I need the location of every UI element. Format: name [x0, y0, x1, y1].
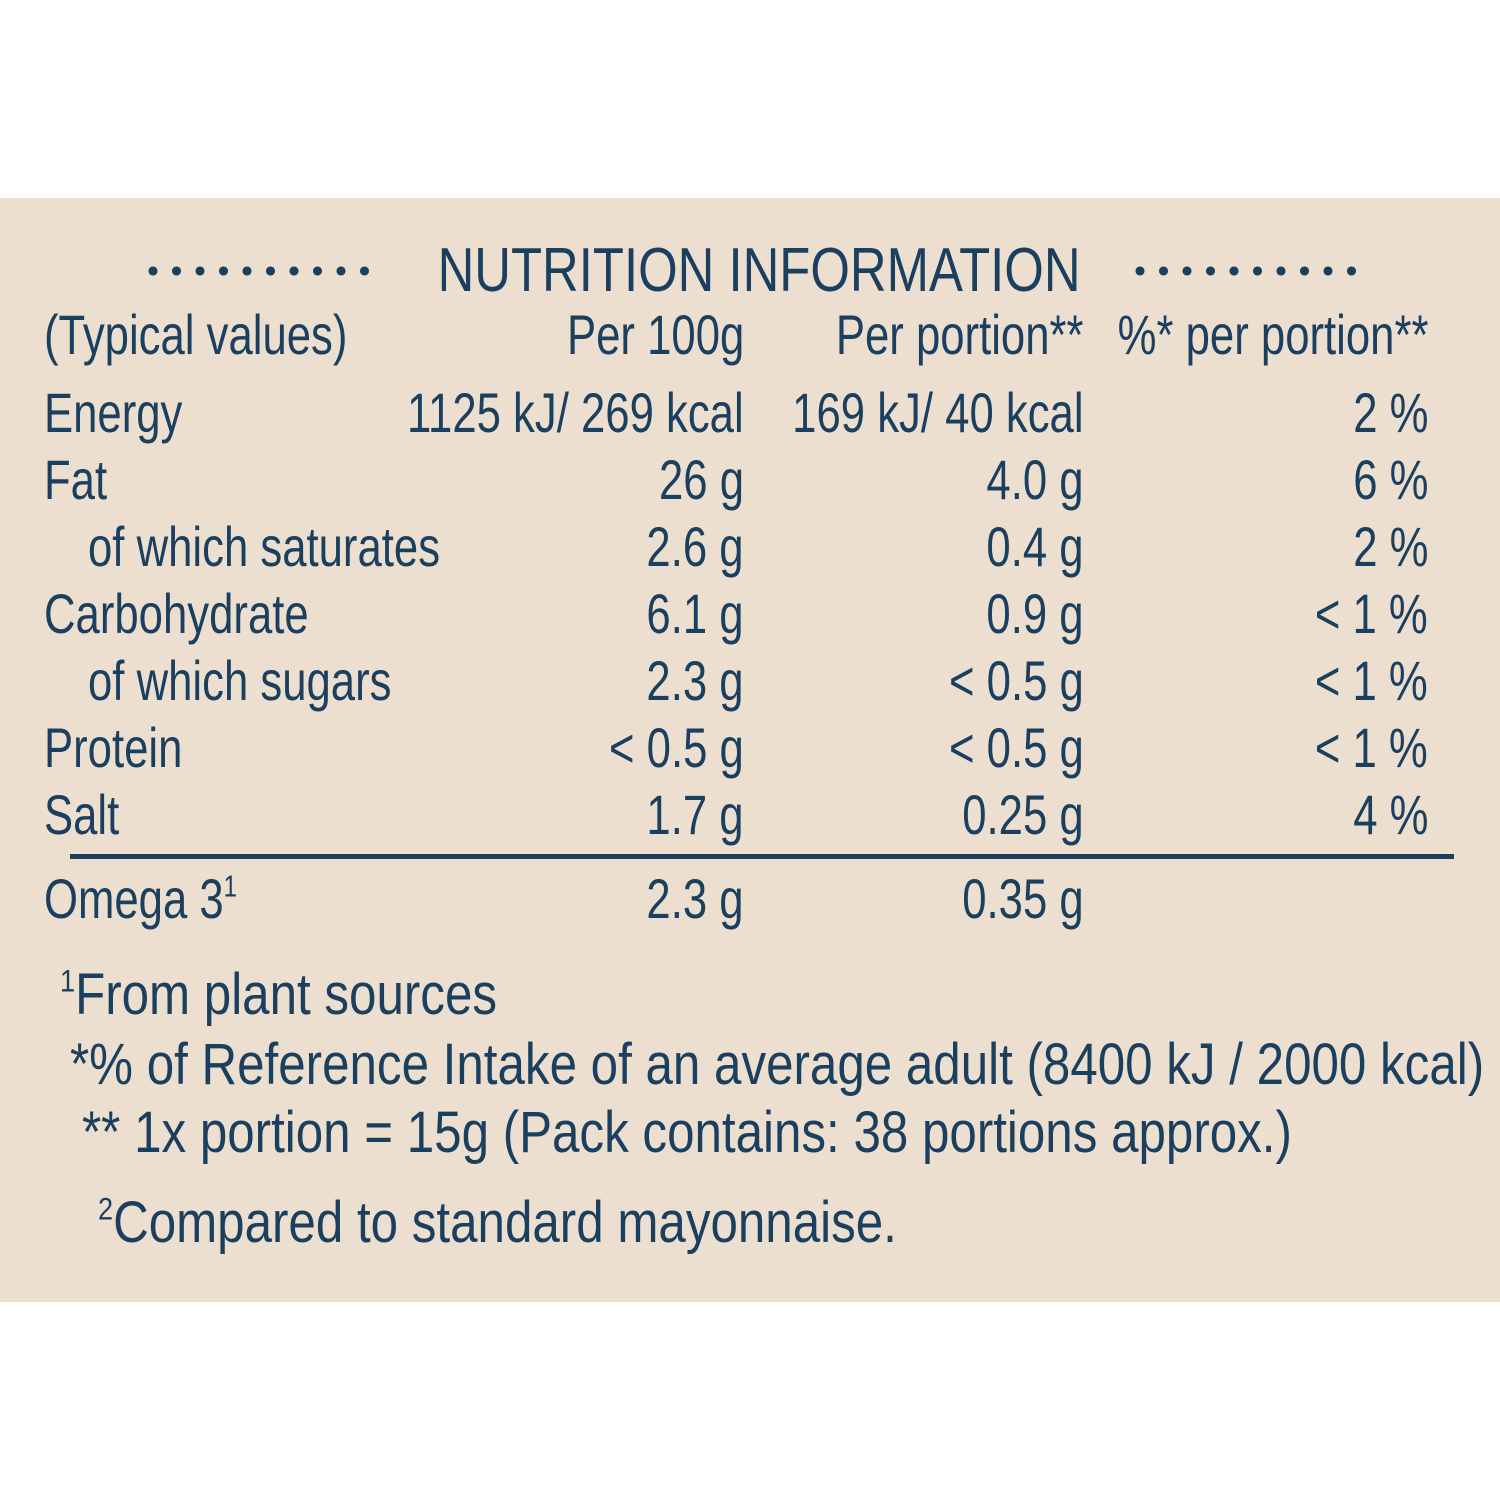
ri-percent-value: 2 % — [1352, 381, 1428, 444]
table-divider — [70, 854, 1454, 859]
header-per-portion: Per portion** — [836, 303, 1084, 366]
header-ri-per-portion: %* per portion** — [1117, 303, 1428, 366]
nutrient-name: Omega 31 — [44, 866, 237, 932]
per-100g-value: < 0.5 g — [609, 716, 744, 779]
nutrient-name: Protein — [44, 716, 183, 779]
omega-label: Omega 3 — [44, 867, 224, 930]
per-portion-value: < 0.5 g — [949, 649, 1084, 712]
header-per-100g: Per 100g — [566, 303, 744, 366]
ri-percent-value: 4 % — [1352, 783, 1428, 846]
per-portion-value: < 0.5 g — [949, 716, 1084, 779]
nutrition-panel — [0, 198, 1500, 1302]
nutrient-name: Energy — [44, 381, 183, 444]
ri-percent-value: < 1 % — [1315, 649, 1428, 712]
per-portion-value: 4.0 g — [986, 448, 1084, 511]
footnote-marker: 1 — [60, 962, 76, 999]
left-dotted-rule — [148, 266, 383, 276]
table-row: Energy 1125 kJ/ 269 kcal 169 kJ/ 40 kcal… — [0, 380, 1500, 446]
page-title: NUTRITION INFORMATION — [437, 236, 1081, 305]
table-row: Fat 26 g 4.0 g 6 % — [0, 447, 1500, 513]
nutrient-name: of which sugars — [88, 649, 392, 712]
table-row: of which saturates 2.6 g 0.4 g 2 % — [0, 514, 1500, 580]
nutrient-name: Carbohydrate — [44, 582, 309, 645]
ri-percent-value: 2 % — [1352, 515, 1428, 578]
omega-row: Omega 31 2.3 g 0.35 g — [0, 866, 1500, 932]
per-100g-value: 2.6 g — [646, 515, 744, 578]
table-row: Carbohydrate 6.1 g 0.9 g < 1 % — [0, 581, 1500, 647]
nutrient-name: Salt — [44, 783, 120, 846]
footnote-text: From plant sources — [75, 962, 498, 1027]
right-dotted-rule — [1135, 266, 1370, 276]
footnote-portion-size: ** 1x portion = 15g (Pack contains: 38 p… — [82, 1100, 1292, 1165]
header-typical-values: (Typical values) — [44, 303, 348, 366]
per-portion-value: 0.35 g — [962, 867, 1084, 930]
footnote-comparison: 2Compared to standard mayonnaise. — [98, 1190, 897, 1256]
per-100g-value: 2.3 g — [646, 649, 744, 712]
ri-percent-value: < 1 % — [1315, 582, 1428, 645]
per-portion-value: 0.4 g — [986, 515, 1084, 578]
ri-percent-value: < 1 % — [1315, 716, 1428, 779]
per-100g-value: 26 g — [658, 448, 744, 511]
footnote-reference-intake: *% of Reference Intake of an average adu… — [70, 1032, 1485, 1097]
footnote-plant-sources: 1From plant sources — [60, 962, 497, 1028]
per-portion-value: 0.25 g — [962, 783, 1084, 846]
per-100g-value: 1.7 g — [646, 783, 744, 846]
table-row: of which sugars 2.3 g < 0.5 g < 1 % — [0, 648, 1500, 714]
per-portion-value: 169 kJ/ 40 kcal — [792, 381, 1084, 444]
table-row: Salt 1.7 g 0.25 g 4 % — [0, 782, 1500, 848]
per-portion-value: 0.9 g — [986, 582, 1084, 645]
per-100g-value: 1125 kJ/ 269 kcal — [407, 381, 744, 444]
nutrient-name: of which saturates — [88, 515, 441, 578]
footnote-text: Compared to standard mayonnaise. — [113, 1190, 897, 1255]
per-100g-value: 2.3 g — [646, 867, 744, 930]
table-row: Protein < 0.5 g < 0.5 g < 1 % — [0, 715, 1500, 781]
footnote-marker: 1 — [223, 868, 238, 904]
per-100g-value: 6.1 g — [646, 582, 744, 645]
nutrient-name: Fat — [44, 448, 108, 511]
title-row: NUTRITION INFORMATION — [148, 236, 1370, 306]
ri-percent-value: 6 % — [1352, 448, 1428, 511]
footnote-marker: 2 — [98, 1190, 114, 1227]
header-row: (Typical values) Per 100g Per portion** … — [0, 302, 1500, 368]
